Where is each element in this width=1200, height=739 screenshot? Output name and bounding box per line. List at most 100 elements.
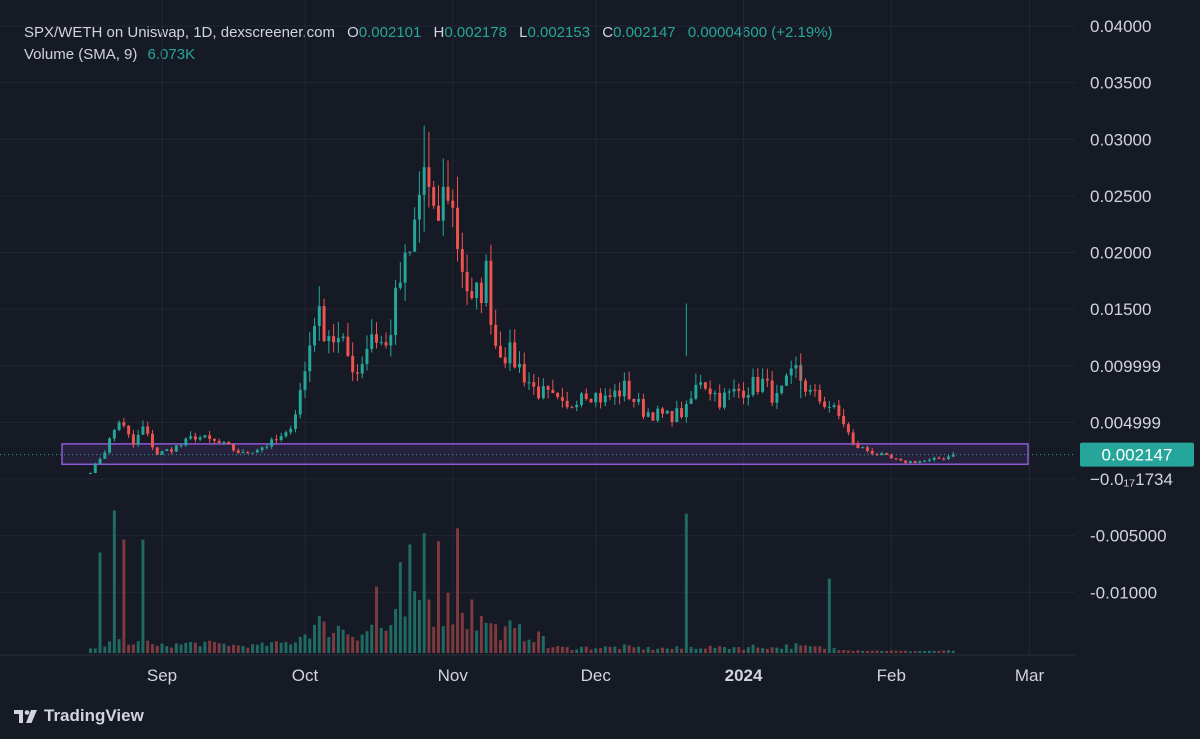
candle-body [184, 438, 188, 446]
candle-body [789, 368, 793, 376]
candle-body [375, 334, 378, 343]
volume-bar [141, 539, 145, 653]
volume-bar [947, 650, 950, 653]
last-price-tag [1080, 442, 1194, 467]
volume-bar [313, 624, 317, 653]
volume-bar [656, 648, 660, 653]
volume-bar [918, 650, 922, 653]
y-tick-label: 0.02500 [1090, 187, 1151, 206]
volume-bar [370, 624, 374, 653]
candle-body [837, 405, 841, 416]
candle-body [165, 449, 169, 452]
volume-bar [694, 648, 698, 653]
candle-body [394, 287, 398, 336]
x-axis-labels: Sep Oct Nov Dec 2024 Feb Mar [147, 666, 1045, 685]
candle-body [575, 404, 579, 408]
candle-body [193, 436, 197, 440]
volume-bar [303, 634, 307, 653]
candle-body [313, 325, 317, 346]
volume-bar [551, 647, 555, 653]
candle-body [355, 372, 359, 374]
candle-body [456, 207, 460, 249]
candle-body [427, 167, 431, 188]
volume-bar [827, 578, 831, 653]
volume-bar [265, 645, 269, 653]
candle-body [694, 384, 698, 399]
volume-bar [322, 621, 326, 653]
volume-bar [417, 599, 421, 653]
volume-bar [775, 647, 779, 653]
volume-bar [618, 648, 622, 653]
volume-bar [441, 626, 445, 653]
candle-body [579, 393, 583, 405]
candle-body [699, 382, 703, 385]
candle-body [947, 456, 950, 459]
candle-body [861, 447, 865, 449]
volume-bar [708, 645, 712, 653]
candle-body [622, 380, 626, 397]
candle-body [398, 282, 402, 288]
candle-body [246, 452, 250, 454]
candle-body [370, 334, 374, 349]
candle-body [589, 398, 593, 403]
volume-bar [937, 650, 941, 653]
volume-bar [89, 648, 92, 653]
candle-body [656, 408, 660, 421]
candle-body [289, 428, 293, 433]
candle-body [513, 342, 517, 368]
volume-bar [684, 513, 688, 653]
candle-body [274, 439, 278, 441]
volume-bar [375, 586, 378, 653]
candle-body [498, 345, 502, 358]
volume-bar [241, 645, 245, 653]
candle-body [637, 399, 641, 402]
volume-bar [432, 626, 436, 653]
y-tick-label: 0.01500 [1090, 300, 1151, 319]
chart-legend: SPX/WETH on Uniswap, 1D, dexscreener.com… [24, 24, 833, 41]
candle-body [470, 291, 474, 299]
volume-bar [384, 630, 388, 653]
candle-body [680, 408, 684, 418]
volume-bar [174, 643, 178, 653]
y-tick-label: 0.02000 [1090, 244, 1151, 263]
volume-bars [89, 510, 955, 653]
candle-body [584, 393, 588, 399]
candle-body [780, 385, 784, 394]
candle-body [627, 380, 631, 400]
volume-bar [341, 629, 345, 653]
volume-bar [193, 642, 197, 653]
tradingview-brand[interactable]: TradingView [14, 706, 144, 726]
volume-bar [246, 647, 250, 653]
volume-bar [870, 650, 874, 653]
low-label: L [519, 24, 528, 41]
candle-body [260, 447, 264, 451]
candle-body [708, 388, 712, 395]
candle-body [484, 260, 488, 303]
volume-bar [150, 644, 154, 653]
volume-bar [93, 648, 97, 653]
volume-bar [932, 650, 936, 653]
candle-body [460, 248, 464, 272]
candle-body [508, 342, 512, 364]
candle-body [341, 336, 345, 339]
x-tick-label: Oct [292, 666, 319, 685]
candle-body [927, 459, 931, 461]
volume-bar [317, 615, 321, 653]
volume-bar [865, 650, 869, 653]
volume-bar [751, 644, 755, 653]
candle-body [713, 392, 717, 395]
candle-body [894, 458, 898, 460]
volume-bar [203, 641, 207, 653]
volume-bar [236, 645, 240, 653]
candle-body [556, 392, 560, 398]
candle-body [174, 445, 178, 452]
candle-body [332, 336, 336, 343]
high-label: H [433, 24, 445, 41]
volume-bar [908, 651, 912, 653]
volume-bar [556, 646, 560, 653]
candle-body [765, 378, 769, 381]
volume-bar [851, 650, 855, 653]
volume-bar [274, 641, 278, 653]
candle-body [632, 399, 636, 402]
